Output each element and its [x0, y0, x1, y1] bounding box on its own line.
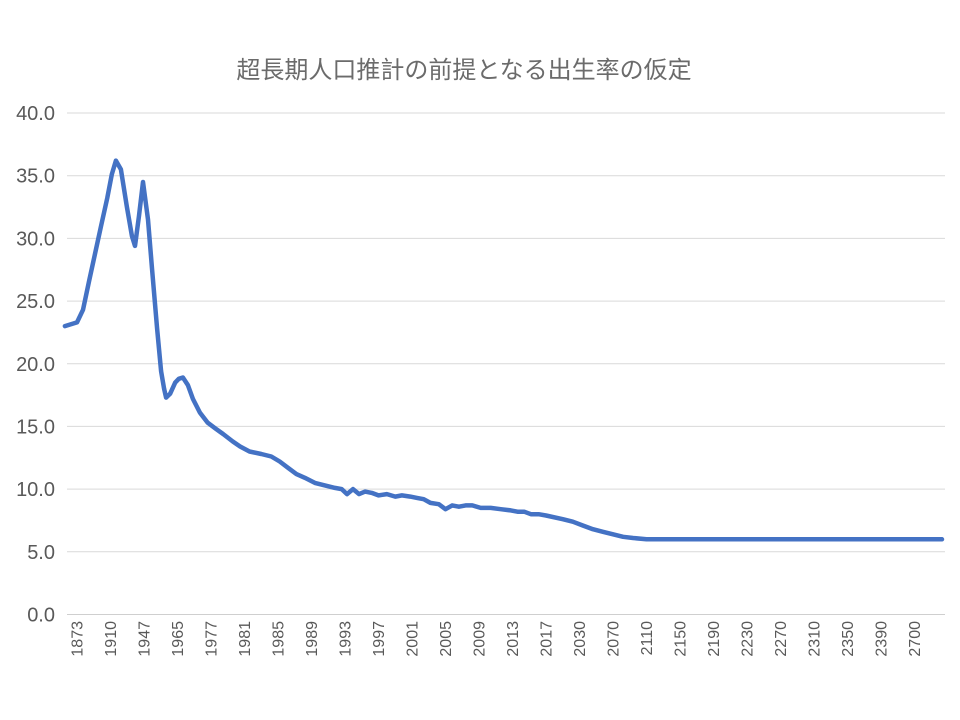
x-axis-tick-label: 2009: [472, 621, 489, 657]
y-axis-tick-label: 20.0: [16, 354, 55, 376]
x-axis-tick-label: 2310: [807, 621, 824, 657]
x-axis-tick-label: 2070: [606, 621, 623, 657]
x-axis-tick-label: 2017: [539, 621, 556, 657]
y-axis-tick-label: 25.0: [16, 291, 55, 313]
x-axis-tick-label: 2110: [639, 621, 656, 656]
x-axis-tick-label: 1873: [70, 621, 87, 657]
x-axis-tick-label: 1965: [170, 621, 187, 657]
x-axis-tick-label: 2030: [572, 621, 589, 657]
x-axis-tick-label: 1981: [237, 621, 254, 657]
y-axis-tick-label: 0.0: [27, 605, 55, 627]
x-axis-tick-label: 2350: [840, 621, 857, 657]
x-axis-tick-label: 2013: [505, 621, 522, 657]
x-axis-tick-label: 2005: [438, 621, 455, 657]
y-axis-tick-label: 15.0: [16, 416, 55, 438]
y-axis-tick-label: 35.0: [16, 166, 55, 188]
x-axis-tick-label: 1989: [304, 621, 321, 657]
x-axis-tick-label: 1997: [371, 621, 388, 657]
x-axis-tick-label: 2700: [907, 621, 924, 657]
x-axis-tick-label: 2230: [740, 621, 757, 657]
x-axis-tick-label: 1910: [103, 621, 120, 657]
x-axis-tick-label: 2150: [673, 621, 690, 657]
y-axis-tick-label: 40.0: [16, 103, 55, 125]
x-axis-tick-label: 2390: [874, 621, 891, 657]
x-axis-tick-label: 2190: [706, 621, 723, 657]
y-axis-tick-label: 10.0: [16, 479, 55, 501]
x-axis-tick-label: 2270: [773, 621, 790, 657]
x-axis-tick-label: 1947: [137, 621, 154, 657]
x-axis-tick-label: 1977: [204, 621, 221, 657]
x-axis-tick-label: 2001: [405, 621, 422, 657]
chart-title: 超長期人口推計の前提となる出生率の仮定: [236, 57, 692, 84]
x-axis-tick-label: 1993: [338, 621, 355, 657]
x-axis-tick-label: 1985: [271, 621, 288, 657]
series-line-birth-rate: [62, 158, 945, 542]
y-axis-tick-label: 30.0: [16, 228, 55, 250]
y-axis-tick-label: 5.0: [27, 542, 55, 564]
